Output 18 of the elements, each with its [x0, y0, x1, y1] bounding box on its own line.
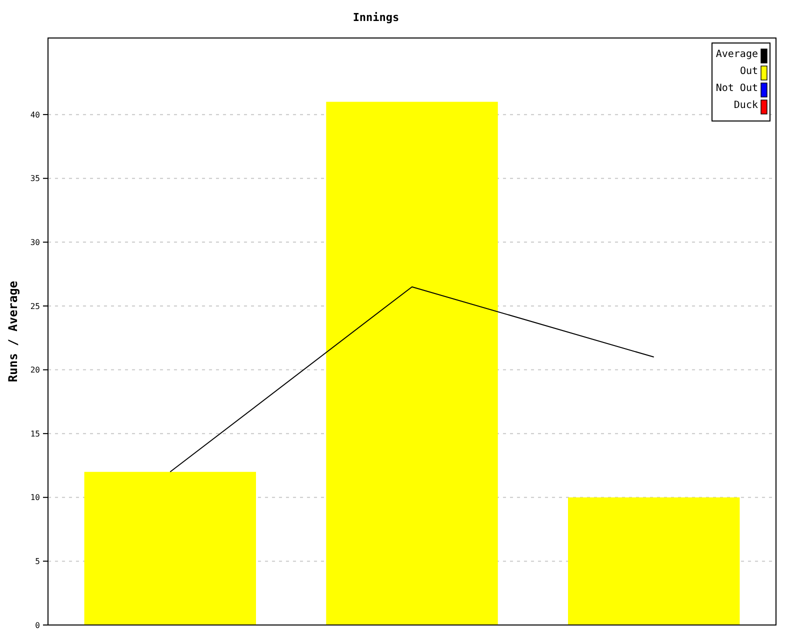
- y-tick-label: 35: [30, 174, 40, 184]
- legend-label: Average: [716, 49, 758, 60]
- y-tick-label: 40: [30, 110, 40, 120]
- bar: [84, 472, 256, 625]
- y-tick-label: 0: [35, 620, 40, 630]
- y-axis-title: Runs / Average: [6, 280, 20, 382]
- legend-label: Out: [740, 66, 758, 77]
- y-tick-label: 5: [35, 556, 40, 566]
- legend-label: Not Out: [716, 83, 758, 94]
- y-tick-label: 30: [30, 238, 40, 247]
- y-tick-label: 10: [30, 493, 40, 502]
- legend-label: Duck: [734, 100, 758, 111]
- y-tick-label: 25: [30, 302, 40, 311]
- chart-title: Innings: [352, 11, 400, 24]
- bar: [568, 497, 740, 625]
- y-tick-label: 20: [30, 366, 40, 375]
- y-tick-label: 15: [30, 429, 40, 438]
- bar: [326, 102, 498, 625]
